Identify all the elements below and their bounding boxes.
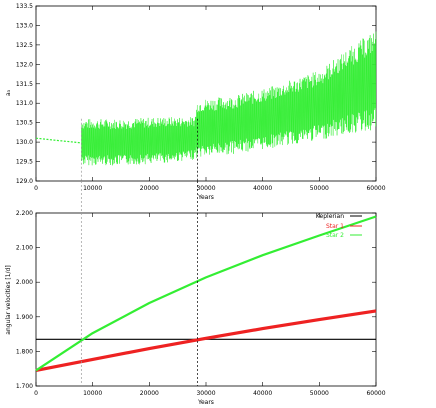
- top-y-tick-label: 130.0: [16, 139, 33, 146]
- bottom-y-tick-label: 2.200: [16, 210, 33, 217]
- top-y-tick-label: 129.5: [16, 159, 33, 166]
- top-y-tick-label: 133.0: [16, 22, 33, 29]
- bottom-y-axis-label: angular velocities [1/d]: [5, 265, 12, 334]
- bottom-x-tick-label: 60000: [366, 390, 385, 397]
- bottom-x-tick-label: 50000: [310, 390, 329, 397]
- top-y-tick-label: 129.0: [16, 178, 33, 185]
- top-x-tick-label: 40000: [253, 185, 272, 192]
- top-y-tick-label: 133.5: [16, 3, 33, 10]
- bottom-x-tick-label: 10000: [83, 390, 102, 397]
- top-x-tick-label: 20000: [140, 185, 159, 192]
- bottom-x-axis-label: Years: [197, 399, 214, 406]
- bottom-x-tick-label: 20000: [140, 390, 159, 397]
- top-axis-ticks: 0 10000 20000 30000 40000 50000 60000 129.0 129.…: [16, 3, 386, 192]
- top-x-tick-label: 0: [34, 185, 38, 192]
- legend-label-star-2: Star 2: [326, 232, 344, 239]
- bottom-plot-area: [35, 212, 377, 387]
- bottom-y-tick-label: 1.900: [16, 314, 33, 321]
- series-star-1: [35, 309, 377, 372]
- top-series: [35, 31, 377, 166]
- legend-label-star-1: Star 1: [326, 223, 344, 230]
- top-y-tick-label: 131.5: [16, 81, 33, 88]
- bottom-x-tick-label: 40000: [253, 390, 272, 397]
- top-x-tick-label: 60000: [366, 185, 385, 192]
- bottom-series: [35, 215, 377, 372]
- legend-label-keplerian: Keplerian: [316, 213, 344, 220]
- bottom-y-tick-label: 1.700: [16, 383, 33, 390]
- top-x-axis-label: Years: [197, 194, 214, 201]
- series-a3-pre-transition: [35, 137, 82, 144]
- reference-lines: [80, 118, 198, 386]
- top-y-axis-label: a₃: [5, 89, 12, 96]
- bottom-y-tick-label: 1.800: [16, 348, 33, 355]
- legend: Keplerian Star 1 Star 2: [316, 213, 362, 239]
- bottom-axis-ticks: 0 10000 20000 30000 40000 50000 60000 1.700 1.80…: [16, 210, 386, 397]
- top-y-tick-label: 130.5: [16, 120, 33, 127]
- top-y-tick-label: 132.5: [16, 42, 33, 49]
- top-x-tick-label: 10000: [83, 185, 102, 192]
- top-x-tick-label: 30000: [196, 185, 215, 192]
- bottom-y-tick-label: 2.100: [16, 245, 33, 252]
- bottom-y-tick-label: 2.000: [16, 279, 33, 286]
- bottom-x-tick-label: 0: [34, 390, 38, 397]
- top-y-tick-label: 131.0: [16, 100, 33, 107]
- bottom-x-tick-label: 30000: [196, 390, 215, 397]
- top-x-tick-label: 50000: [310, 185, 329, 192]
- series-star-2: [35, 215, 377, 372]
- series-a3-oscillating: [81, 31, 377, 166]
- top-y-tick-label: 132.0: [16, 61, 33, 68]
